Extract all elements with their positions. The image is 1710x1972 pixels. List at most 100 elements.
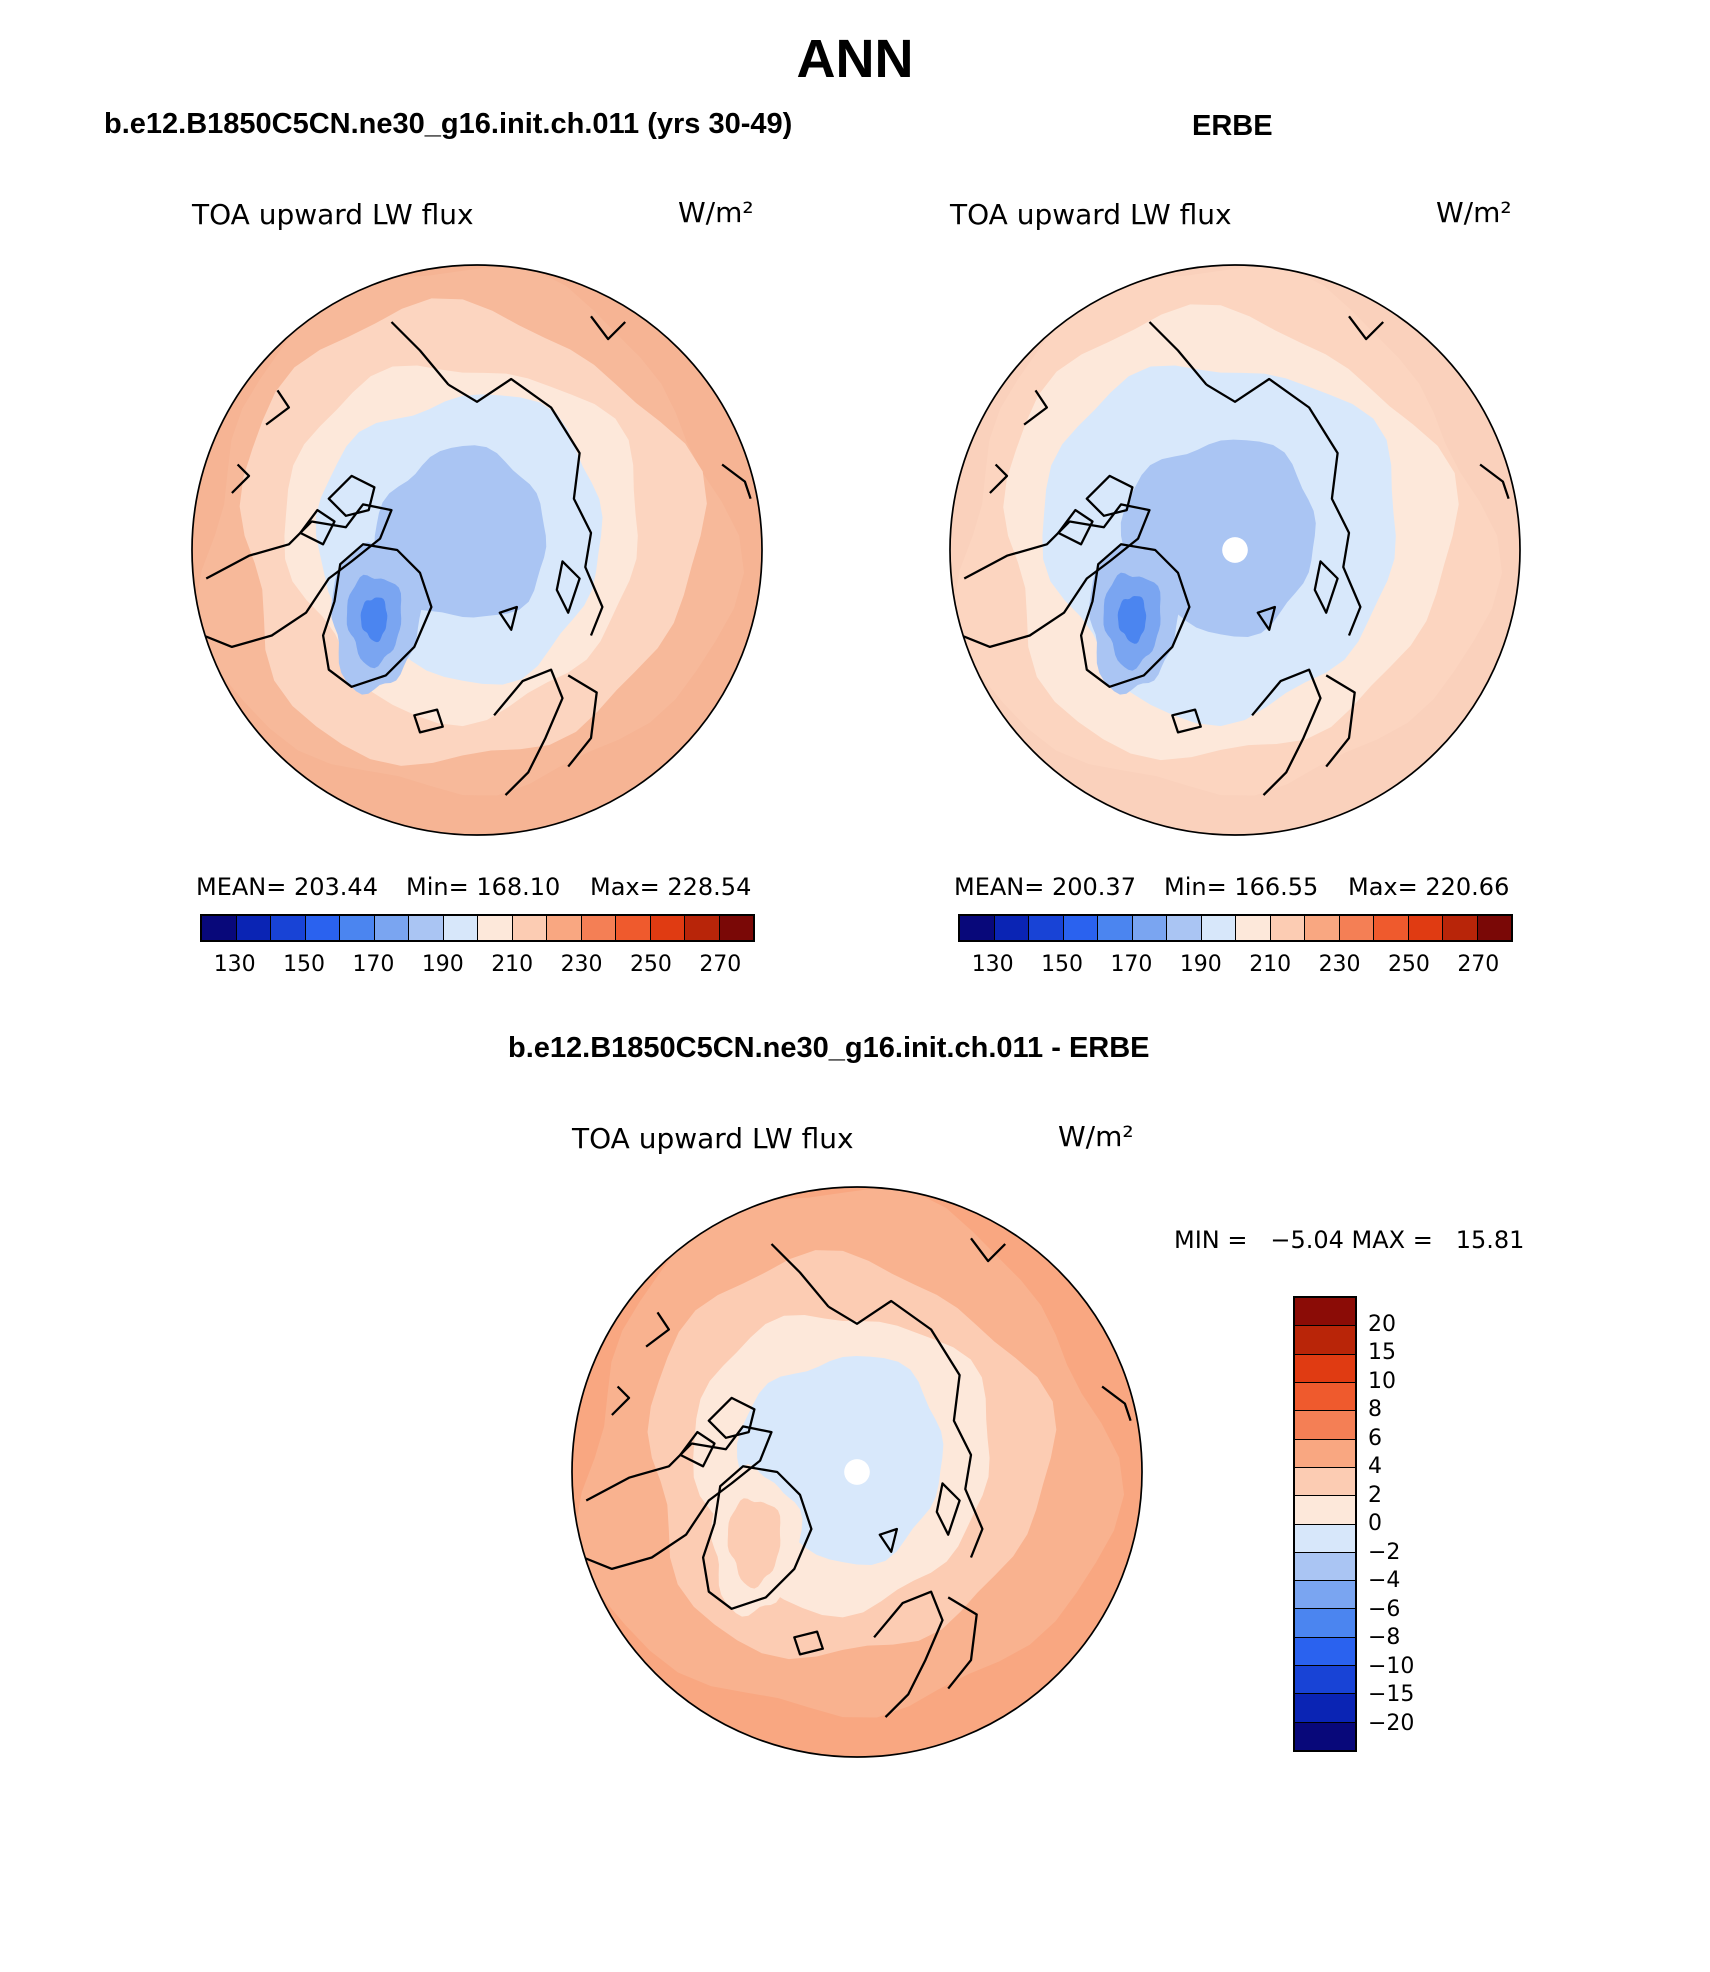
colorbar-swatch — [1295, 1326, 1355, 1355]
contour-band — [1117, 596, 1147, 644]
obs-variable-label: TOA upward LW flux — [950, 198, 1232, 231]
colorbar-tick-label: −6 — [1368, 1596, 1401, 1622]
coastline — [1479, 463, 1510, 500]
coastline — [873, 1590, 944, 1718]
colorbar-tick-label: 270 — [699, 952, 742, 977]
colorbar-swatch — [1201, 916, 1236, 940]
coastline — [498, 605, 519, 631]
coastline — [970, 1237, 1007, 1263]
missing-data-pole — [844, 1459, 870, 1485]
coastline — [1313, 560, 1339, 614]
colorbar-swatch — [1098, 916, 1133, 940]
colorbar-tick-label: 8 — [1368, 1397, 1382, 1422]
coastline — [493, 668, 564, 796]
coastline — [555, 560, 581, 614]
colorbar-swatch — [409, 916, 444, 940]
coastline — [1057, 508, 1094, 546]
colorbar-swatch — [1295, 1411, 1355, 1440]
colorbar-tick-label: −20 — [1368, 1710, 1415, 1736]
obs-max-stat: Max= 220.66 — [1348, 873, 1510, 901]
coastline — [1148, 321, 1208, 386]
colorbar-swatch — [1295, 1496, 1355, 1525]
coastline — [947, 1596, 978, 1690]
colorbar-tick-label: 190 — [1179, 952, 1222, 977]
colorbar-tick-label: 4 — [1368, 1454, 1382, 1479]
colorbar-swatch — [994, 916, 1029, 940]
colorbar-swatch — [1167, 916, 1202, 940]
colorbar-swatch — [1339, 916, 1374, 940]
diff-panel-header: b.e12.B1850C5CN.ne30_g16.init.ch.011 - E… — [508, 1032, 1150, 1064]
obs-colorbar-ticks: 130 150 170 190 210 230 250 270 — [958, 952, 1513, 982]
colorbar-swatch — [1295, 1581, 1355, 1610]
colorbar-tick-label: 10 — [1368, 1368, 1396, 1394]
colorbar-swatch — [1029, 916, 1064, 940]
colorbar-swatch — [340, 916, 375, 940]
model-units-label: W/m² — [678, 196, 754, 229]
colorbar-swatch — [1477, 916, 1511, 940]
model-colorbar-ticks: 130 150 170 190 210 230 250 270 — [200, 952, 755, 982]
coastline — [265, 389, 291, 426]
coastline — [645, 1311, 671, 1348]
colorbar-swatch — [1295, 1722, 1355, 1750]
contour-band — [360, 597, 388, 643]
colorbar-swatch — [1408, 916, 1443, 940]
colorbar-swatch — [616, 916, 651, 940]
coastline — [582, 1425, 773, 1571]
coastline — [960, 503, 1151, 649]
colorbar-swatch — [236, 916, 271, 940]
diff-colorbar — [1293, 1296, 1357, 1752]
coastline — [707, 1396, 756, 1439]
colorbar-tick-label: 130 — [213, 952, 256, 977]
colorbar-swatch — [960, 916, 995, 940]
colorbar-swatch — [1295, 1609, 1355, 1638]
colorbar-tick-label: −10 — [1368, 1653, 1415, 1679]
contour-band — [727, 1498, 781, 1589]
diff-minmax-stat: MIN = −5.04 MAX = 15.81 — [1174, 1226, 1525, 1254]
colorbar-swatch — [1443, 916, 1478, 940]
coastline — [1325, 674, 1356, 768]
obs-mean-stat: MEAN= 200.37 — [954, 873, 1136, 901]
obs-polar-map — [949, 264, 1521, 836]
colorbar-swatch — [1063, 916, 1098, 940]
figure-title: ANN — [796, 29, 914, 89]
colorbar-swatch — [202, 916, 237, 940]
colorbar-swatch — [1295, 1552, 1355, 1582]
colorbar-swatch — [719, 916, 753, 940]
coastline — [231, 463, 251, 494]
colorbar-swatch — [1132, 916, 1167, 940]
coastline — [447, 377, 604, 636]
colorbar-swatch — [1295, 1694, 1355, 1723]
colorbar-tick-label: −2 — [1368, 1539, 1401, 1565]
coastline — [1348, 315, 1385, 341]
colorbar-swatch — [305, 916, 340, 940]
coastline — [1251, 668, 1322, 796]
colorbar-tick-label: 170 — [1110, 952, 1153, 977]
colorbar-swatch — [1374, 916, 1409, 940]
model-mean-stat: MEAN= 203.44 — [196, 873, 378, 901]
coastline — [1085, 474, 1134, 517]
colorbar-swatch — [1295, 1382, 1355, 1412]
colorbar-tick-label: 20 — [1368, 1311, 1396, 1337]
colorbar-tick-label: 0 — [1368, 1511, 1382, 1536]
colorbar-swatch — [478, 916, 513, 940]
coastline — [1101, 1385, 1132, 1422]
colorbar-swatch — [1295, 1467, 1355, 1497]
colorbar-swatch — [1236, 916, 1271, 940]
colorbar-swatch — [1295, 1439, 1355, 1468]
coastline — [793, 1630, 824, 1656]
coastline — [567, 674, 598, 768]
coastline — [1023, 389, 1049, 426]
colorbar-tick-label: 230 — [1318, 952, 1361, 977]
model-variable-label: TOA upward LW flux — [192, 198, 474, 231]
contour-band — [374, 445, 547, 618]
colorbar-tick-label: 2 — [1368, 1482, 1382, 1508]
coastline — [1205, 377, 1362, 636]
colorbar-swatch — [1270, 916, 1305, 940]
colorbar-tick-label: 190 — [421, 952, 464, 977]
obs-units-label: W/m² — [1436, 196, 1512, 229]
colorbar-tick-label: −8 — [1368, 1625, 1401, 1650]
model-colorbar — [200, 914, 755, 942]
coastline — [1171, 708, 1202, 734]
coastline — [878, 1527, 899, 1553]
missing-data-pole — [1222, 537, 1248, 563]
